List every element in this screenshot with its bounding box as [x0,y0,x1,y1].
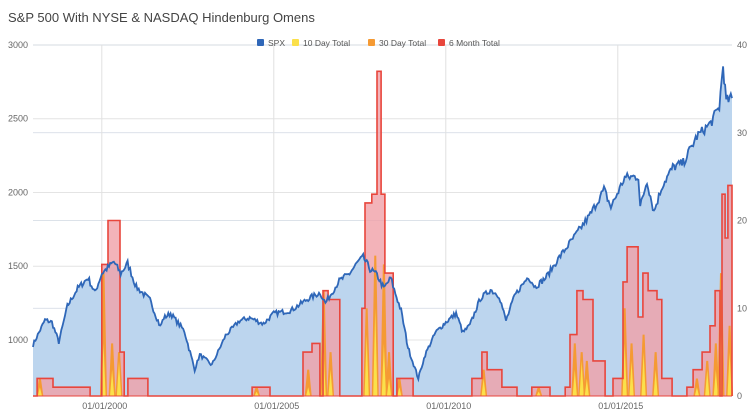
y-right-tick-label: 10 [737,303,747,313]
thirty-day-spike [380,264,388,396]
ten-day-spike [622,343,627,396]
ten-day-spike [536,391,541,396]
legend-swatch [438,39,445,46]
ten-day-spike [373,308,378,396]
ten-day-spike [584,378,589,396]
y-left-tick-label: 2000 [8,187,28,197]
y-left-tick-label: 1000 [8,335,28,345]
ten-day-spike [37,387,42,396]
ten-day-spike [328,369,333,396]
ten-day-spike [386,378,392,396]
ten-day-spike [572,369,577,396]
y-left-tick-label: 2500 [8,114,28,124]
ten-day-spike [364,334,369,396]
ten-day-spike [381,343,386,396]
spx-line [32,66,733,383]
six-month-area [33,71,732,397]
y-right-tick-label: 20 [737,216,747,226]
thirty-day-spike [385,352,393,396]
legend-label: 6 Month Total [449,38,500,48]
ten-day-spike [110,369,115,396]
y-right-tick-label: 0 [737,391,742,401]
ten-day-spike [641,352,646,396]
thirty-day-spike [304,369,312,396]
ten-day-spike [481,378,486,396]
spx-area [33,66,732,397]
legend-swatch [368,39,375,46]
ten-day-spike [116,360,122,396]
legend-swatch [292,39,299,46]
ten-day-spike [727,352,732,396]
y-left-tick-label: 3000 [8,40,28,50]
ten-day-spike [579,360,584,396]
legend-label: SPX [268,38,285,48]
y-left-tick-label: 1500 [8,261,28,271]
y-right-tick-label: 30 [737,128,747,138]
ten-day-spike [694,387,700,396]
x-tick-label: 01/01/2005 [254,401,299,411]
legend-swatch [257,39,264,46]
legend-label: 10 Day Total [303,38,350,48]
x-tick-label: 01/01/2010 [426,401,471,411]
x-tick-label: 01/01/2000 [82,401,127,411]
y-right-tick-label: 40 [737,40,747,50]
chart-title: S&P 500 With NYSE & NASDAQ Hindenburg Om… [8,10,315,25]
legend-label: 30 Day Total [379,38,426,48]
ten-day-spike [397,387,402,396]
x-tick-label: 01/01/2015 [598,401,643,411]
ten-day-spike [629,360,634,396]
ten-day-spike [306,387,311,396]
ten-day-spike [653,369,658,396]
ten-day-spike [713,369,718,396]
ten-day-spike [254,391,259,396]
ten-day-spike [705,369,710,396]
